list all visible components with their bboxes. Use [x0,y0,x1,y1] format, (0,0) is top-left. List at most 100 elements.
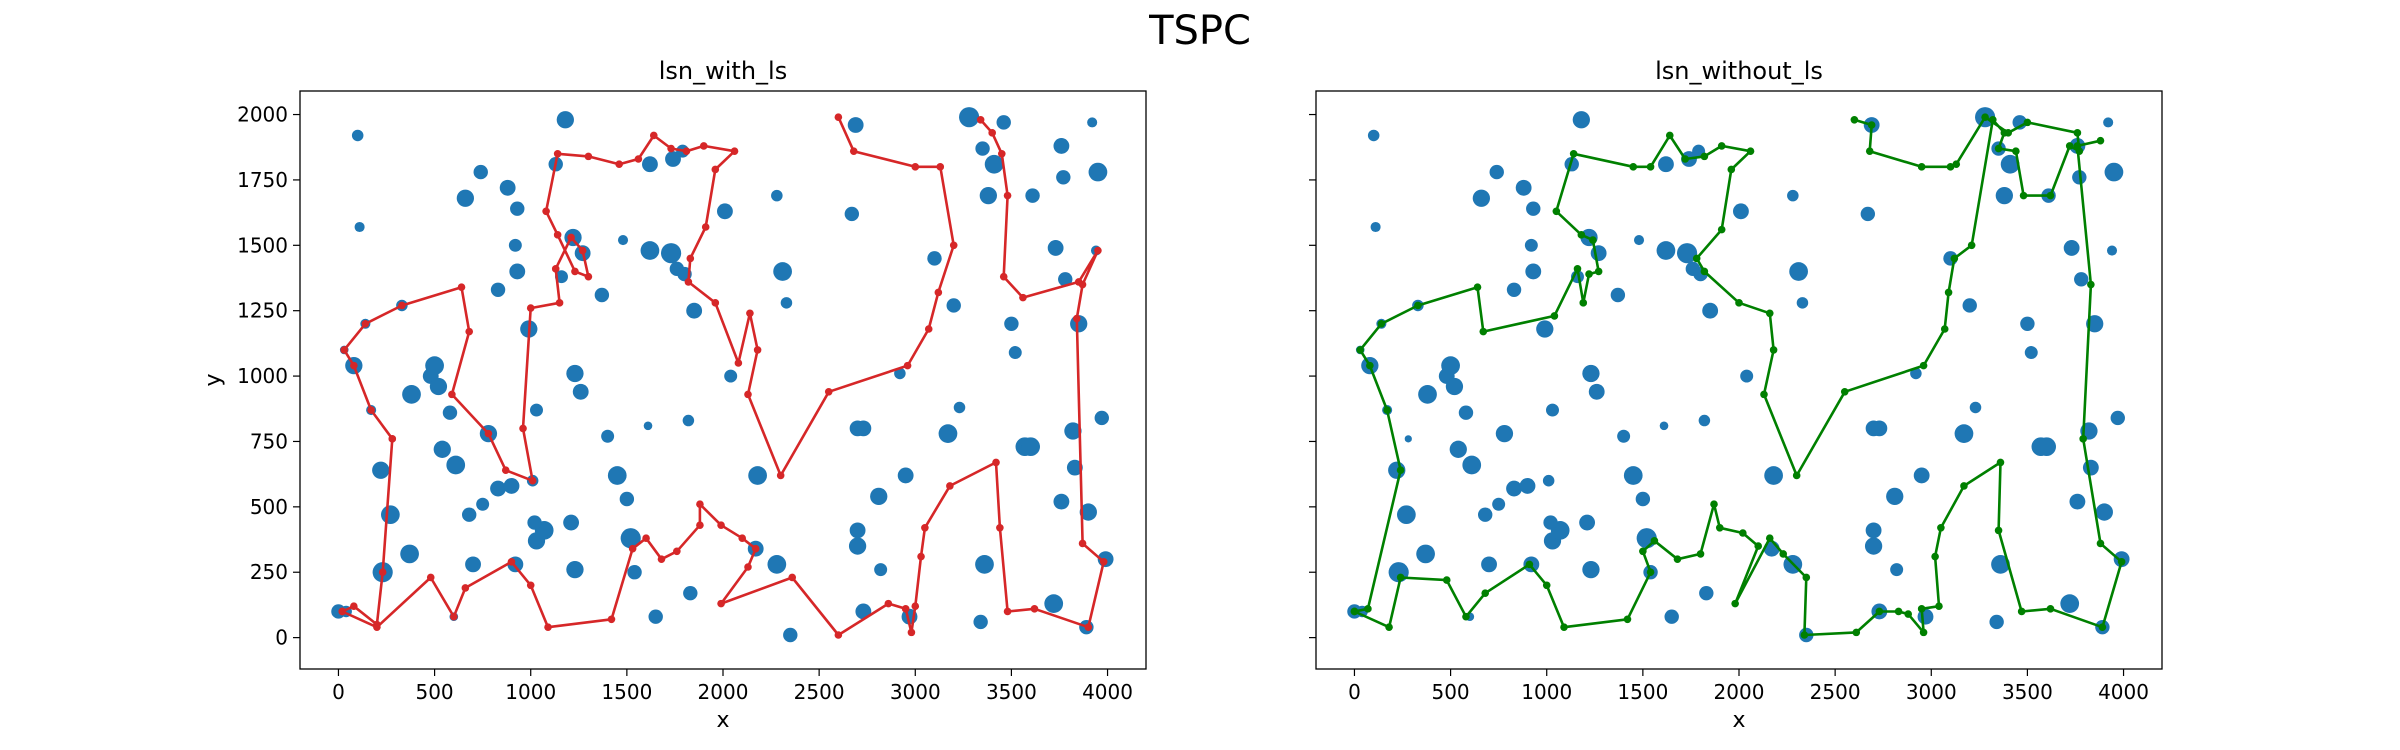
scatter-point [1495,424,1514,443]
scatter-point [1416,544,1435,564]
route-node [911,602,920,611]
scatter-point [354,221,365,233]
scatter-point [1572,111,1590,129]
route-node [1003,191,1012,200]
subplot-title: lsn_without_ls [1655,57,1823,85]
y-tick-label: 1750 [237,168,288,192]
scatter-point [717,203,733,220]
route-node [1996,458,2005,467]
x-tick-label: 3500 [986,680,1037,704]
scatter-point [1515,179,1532,196]
scatter-point [996,115,1011,130]
route-node [1952,160,1961,169]
scatter-point [1056,170,1071,185]
route-node [1623,615,1632,624]
route-node [834,113,843,121]
scatter-point [1481,556,1497,573]
route-node [1944,288,1953,297]
route-node [544,623,552,631]
route-node [578,246,587,255]
route-node [1931,552,1939,561]
route-node [734,359,743,367]
route-node [528,476,537,485]
scatter-point [1913,467,1930,484]
route-node [1377,319,1386,328]
scatter-point [1910,367,1922,380]
scatter-point [490,282,506,297]
route-node [1717,225,1726,234]
scatter-point [946,298,961,313]
route-node [1935,602,1943,611]
scatter-point [1079,503,1097,521]
scatter-point [446,455,466,475]
x-tick-label: 0 [1348,680,1361,704]
scatter-point [508,238,522,252]
scatter-point [1478,507,1493,522]
route-node [1552,207,1561,216]
y-tick-label: 250 [250,560,288,584]
route-node [699,142,708,150]
route-node [555,299,564,307]
scatter-point [1543,515,1558,530]
route-node [361,319,370,328]
route-node [753,346,762,354]
route-node [1802,573,1811,582]
x-tick-label: 1500 [601,680,652,704]
scatter-point [1871,420,1888,437]
axes-frame [1315,90,2163,670]
route-node [507,557,516,566]
route-node [1573,265,1582,273]
scatter-point [1664,609,1679,624]
scatter-point [1658,156,1674,173]
route-node [2096,539,2105,548]
scatter-point [1865,522,1882,539]
scatter-point [1733,203,1749,220]
scatter-point [938,424,958,443]
route-node [1385,623,1393,631]
scatter-point [429,377,448,396]
x-tick-label: 1000 [1521,680,1572,704]
route-node [1840,387,1849,396]
scatter-point [643,421,653,431]
route-node [1731,599,1739,608]
route-node [701,223,710,231]
scatter-point [1008,346,1022,360]
scatter-point [874,563,888,577]
route-node [788,573,797,582]
route-node [1094,246,1102,255]
x-tick-label: 4000 [2098,680,2149,704]
route-node [1473,283,1482,291]
scatter-point [601,429,615,443]
route-node [1646,163,1655,171]
route-node [1350,607,1359,616]
scatter-point [402,385,421,404]
scatter-point [780,297,793,309]
scatter-point [2095,503,2113,521]
route-node [2012,147,2020,155]
route-node [1639,547,1647,556]
y-tick-label: 1500 [237,233,288,257]
scatter-point [1582,364,1600,383]
scatter-point [1094,410,1109,426]
route-node [373,623,381,631]
route-node [1594,267,1603,276]
route-node [2073,142,2082,150]
route-node [1852,628,1861,637]
scatter-point [1789,262,1808,281]
route-line [341,118,1105,637]
route-node [526,581,535,590]
scatter-point [2020,316,2035,331]
x-axis-label: x [1732,708,1745,733]
route-node [1967,241,1976,250]
scatter-point [848,537,867,555]
route-node [1692,254,1701,263]
route-node [1681,155,1689,163]
route-node [1396,466,1405,475]
scatter-point [1053,493,1070,510]
scatter-point [847,117,864,133]
scatter-point [1698,414,1711,427]
x-tick-label: 2500 [794,680,845,704]
route-node [2065,142,2074,150]
scatter-point [1989,614,2004,630]
scatter-point [979,186,997,205]
